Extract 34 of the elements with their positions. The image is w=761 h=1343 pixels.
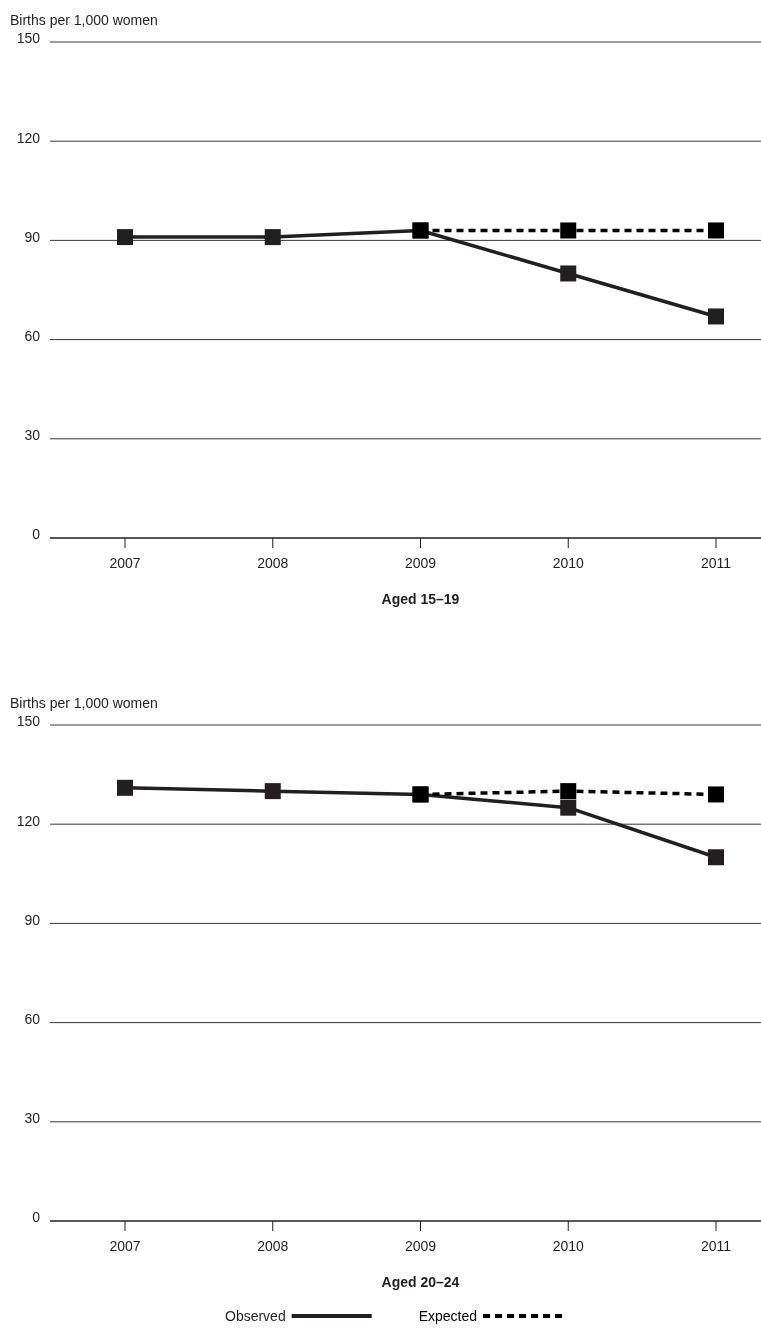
x-tick-label: 2011 xyxy=(700,1238,732,1254)
x-tick-label: 2011 xyxy=(700,555,732,571)
y-tick-label: 90 xyxy=(24,228,41,245)
x-tick-label: 2008 xyxy=(257,1238,289,1254)
x-tick-label: 2007 xyxy=(109,555,141,571)
text: Expected xyxy=(418,1308,478,1324)
y-tick-label: 30 xyxy=(24,427,41,444)
point xyxy=(560,265,577,282)
x-tick-label: 2008 xyxy=(257,555,289,571)
y-tick-label: 60 xyxy=(24,1011,41,1027)
y-tick-label: 60 xyxy=(24,328,41,344)
y-tick-label: 0 xyxy=(32,1209,41,1226)
y-axis-title: Births per 1,000 women xyxy=(10,695,158,711)
y-tick-label: 90 xyxy=(24,911,41,928)
text: Aged 15–19 xyxy=(381,591,460,607)
text: Aged 20–24 xyxy=(381,1274,460,1290)
y-tick-label: 0 xyxy=(32,526,41,543)
y-tick-label: 120 xyxy=(16,812,41,829)
y-axis-title: Births per 1,000 women xyxy=(10,12,158,28)
y-tick-label: 150 xyxy=(16,713,41,730)
y-tick-label: 150 xyxy=(16,30,41,47)
x-tick-label: 2010 xyxy=(552,1238,585,1254)
x-tick-label: 2009 xyxy=(404,1238,437,1254)
x-tick-label: 2009 xyxy=(404,555,437,571)
x-tick-label: 2010 xyxy=(552,555,585,571)
y-tick-label: 120 xyxy=(16,129,41,146)
point xyxy=(264,229,281,246)
point xyxy=(708,308,724,325)
point xyxy=(708,222,724,239)
x-tick-label: 2007 xyxy=(109,1238,141,1254)
y-tick-label: 30 xyxy=(24,1110,41,1127)
point xyxy=(560,222,577,239)
text: Observed xyxy=(225,1308,286,1324)
point xyxy=(117,229,133,246)
